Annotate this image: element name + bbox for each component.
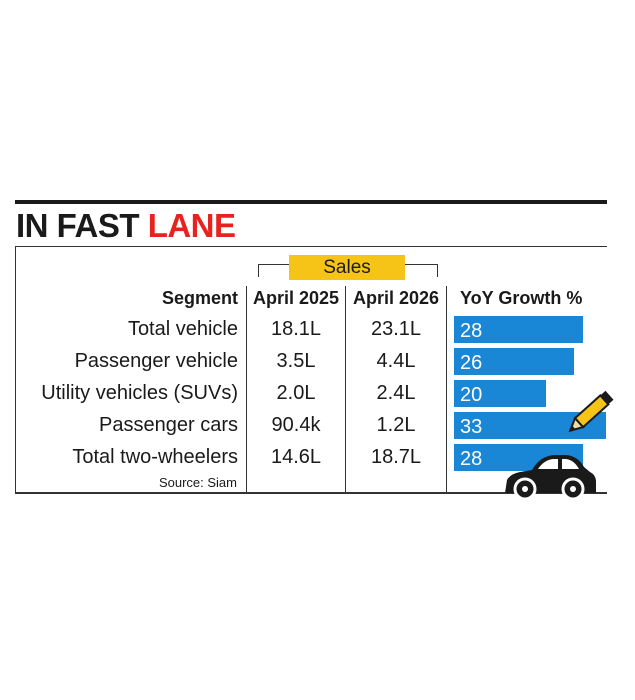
row-1-segment: Total vehicle bbox=[127, 318, 238, 340]
header-april-2025: April 2025 bbox=[252, 288, 340, 308]
source-note: Source: Siam bbox=[158, 475, 237, 490]
header-april-2026: April 2026 bbox=[352, 288, 440, 308]
title-part-1: IN FAST bbox=[16, 207, 140, 244]
pencil-icon bbox=[568, 390, 614, 433]
growth-value-5: 28 bbox=[460, 448, 482, 470]
growth-value-1: 28 bbox=[460, 320, 482, 342]
row-4-april-2026: 1.2L bbox=[376, 414, 416, 436]
growth-bar-2 bbox=[454, 348, 574, 375]
frame-bottom-line bbox=[15, 492, 607, 494]
row-3-april-2025: 2.0L bbox=[276, 382, 316, 404]
row-3-april-2026: 2.4L bbox=[376, 382, 416, 404]
row-1-april-2025: 18.1L bbox=[270, 318, 322, 340]
chart-title: IN FAST LANE bbox=[16, 206, 236, 246]
header-segment: Segment bbox=[161, 288, 238, 308]
growth-bar-1 bbox=[454, 316, 583, 343]
row-5-segment: Total two-wheelers bbox=[72, 446, 238, 468]
column-divider-2 bbox=[345, 286, 346, 494]
growth-value-2: 26 bbox=[460, 352, 482, 374]
table-frame bbox=[15, 246, 607, 494]
title-part-2: LANE bbox=[147, 207, 236, 244]
frame-top-line bbox=[15, 246, 607, 247]
row-2-april-2026: 4.4L bbox=[376, 350, 416, 372]
row-5-april-2026: 18.7L bbox=[370, 446, 422, 468]
row-2-april-2025: 3.5L bbox=[276, 350, 316, 372]
growth-bar-3 bbox=[454, 380, 546, 407]
frame-left-line bbox=[15, 246, 16, 494]
row-4-april-2025: 90.4k bbox=[271, 414, 321, 436]
row-2-segment: Passenger vehicle bbox=[74, 350, 238, 372]
row-5-april-2025: 14.6L bbox=[270, 446, 322, 468]
column-divider-3 bbox=[446, 286, 447, 494]
row-3-segment: Utility vehicles (SUVs) bbox=[41, 382, 238, 404]
car-icon bbox=[505, 455, 596, 501]
row-4-segment: Passenger cars bbox=[99, 414, 238, 436]
header-yoy-growth: YoY Growth % bbox=[460, 288, 583, 308]
sales-label: Sales bbox=[289, 255, 405, 280]
growth-value-4: 33 bbox=[460, 416, 482, 438]
row-1-april-2026: 23.1L bbox=[370, 318, 422, 340]
growth-bars: 28 26 20 33 28 bbox=[454, 316, 606, 471]
growth-value-3: 20 bbox=[460, 384, 482, 406]
title-rule bbox=[15, 200, 607, 204]
column-divider-1 bbox=[246, 286, 247, 494]
